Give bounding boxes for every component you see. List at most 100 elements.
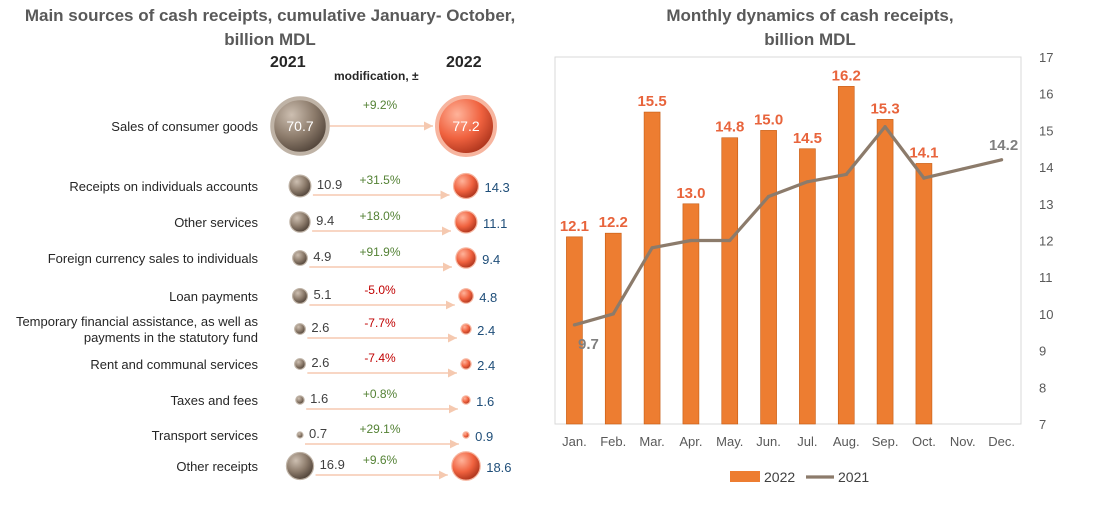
bar-2022 [682, 203, 700, 425]
x-tick-label: Nov. [950, 434, 976, 449]
bubble-2021 [291, 287, 309, 305]
line-point-2021 [922, 176, 926, 180]
bubble-2022 [451, 451, 481, 481]
bubble-2022 [455, 247, 477, 269]
value-2022: 2.4 [477, 358, 495, 373]
row-label: Rent and communal services [90, 357, 258, 372]
row-label: Taxes and fees [171, 393, 259, 408]
bubble-2021 [296, 431, 304, 439]
bar-data-label: 16.2 [832, 67, 861, 84]
x-tick-label: Apr. [679, 434, 702, 449]
bubble-2021 [288, 174, 312, 198]
y-tick-label: 12 [1039, 234, 1053, 249]
bar-data-label: 13.0 [676, 185, 705, 202]
right-chart-title: Monthly dynamics of cash receipts, billi… [560, 4, 1060, 52]
line-data-label: 9.7 [578, 336, 599, 353]
line-point-2021 [805, 180, 810, 184]
column-header-modification: modification, ± [334, 69, 419, 83]
bubble-2022 [454, 210, 478, 234]
right-title-line2: billion MDL [764, 30, 856, 49]
modification-value: +9.6% [363, 453, 398, 467]
bar-2022 [760, 130, 777, 425]
bar-data-label: 15.5 [637, 93, 666, 110]
column-header-2022: 2022 [446, 54, 482, 71]
modification-value: +31.5% [359, 173, 400, 187]
bar-data-label: 14.5 [793, 130, 822, 147]
line-point-2021 [611, 312, 615, 316]
value-2022: 77.2 [452, 118, 479, 134]
column-header-2021: 2021 [270, 54, 306, 71]
bar-2022 [799, 148, 816, 425]
row-label: payments in the statutory fund [84, 330, 258, 345]
bar-2022 [876, 119, 894, 425]
bar-data-label: 15.0 [754, 111, 783, 128]
line-point-2021 [999, 158, 1004, 162]
value-2022: 0.9 [475, 429, 493, 444]
legend-label-2022: 2022 [764, 469, 795, 485]
left-chart-title: Main sources of cash receipts, cumulativ… [0, 4, 540, 52]
bubble-2022 [460, 323, 472, 335]
value-2022: 1.6 [476, 394, 494, 409]
value-2021: 16.9 [320, 457, 345, 472]
value-2022: 9.4 [482, 252, 500, 267]
line-point-2021 [689, 238, 693, 243]
bar-2022 [566, 236, 583, 425]
bar-data-label: 12.1 [560, 218, 589, 235]
modification-value: +91.9% [359, 245, 400, 259]
line-point-2021 [650, 246, 654, 250]
bar-2022 [643, 111, 661, 425]
x-tick-label: May. [716, 434, 743, 449]
value-2022: 14.3 [484, 180, 509, 195]
value-2021: 2.6 [311, 320, 329, 335]
bubble-2022 [452, 172, 480, 200]
row-label: Other receipts [176, 459, 258, 474]
line-data-label: 14.2 [989, 137, 1018, 154]
x-tick-label: Feb. [600, 434, 626, 449]
y-tick-label: 7 [1039, 417, 1046, 432]
modification-value: +9.2% [363, 98, 398, 112]
x-tick-label: Sep. [872, 434, 899, 449]
bubble-2022 [461, 395, 471, 405]
value-2021: 0.7 [309, 426, 327, 441]
y-tick-label: 11 [1039, 270, 1053, 285]
bubble-2022 [458, 288, 474, 304]
value-2022: 11.1 [483, 216, 507, 231]
modification-value: +18.0% [359, 209, 400, 223]
value-2021: 2.6 [311, 355, 329, 370]
right-title-line1: Monthly dynamics of cash receipts, [666, 6, 954, 25]
bar-2022 [721, 137, 739, 425]
y-tick-label: 17 [1039, 50, 1053, 65]
modification-value: -5.0% [364, 283, 396, 297]
row-label: Sales of consumer goods [111, 119, 258, 134]
bubble-2021 [295, 395, 305, 405]
x-tick-label: Aug. [833, 434, 860, 449]
y-tick-label: 14 [1039, 160, 1053, 175]
bar-2022 [837, 86, 855, 425]
bar-2022 [915, 163, 933, 425]
x-tick-label: Jun. [756, 434, 781, 449]
legend-swatch-2022 [730, 471, 760, 482]
bubble-2021 [289, 211, 311, 233]
row-label: Transport services [152, 428, 259, 443]
modification-value: +0.8% [363, 387, 398, 401]
bubble-2021 [294, 358, 306, 370]
x-tick-label: Dec. [988, 434, 1015, 449]
line-point-2021 [572, 323, 577, 327]
y-tick-label: 16 [1039, 87, 1053, 102]
bar-data-label: 15.3 [870, 100, 899, 117]
x-tick-label: Jul. [797, 434, 817, 449]
bubble-2022 [462, 431, 470, 439]
row-label: Other services [174, 215, 258, 230]
modification-value: -7.4% [364, 351, 396, 365]
value-2021: 5.1 [313, 287, 331, 302]
row-label: Foreign currency sales to individuals [48, 251, 259, 266]
value-2021: 10.9 [317, 177, 342, 192]
bubble-comparison-chart: Sales of consumer goods 70.7 77.2 +9.2% Rece… [16, 95, 512, 481]
row-label: Receipts on individuals accounts [69, 179, 258, 194]
bubble-2022 [435, 95, 497, 157]
value-2022: 2.4 [477, 323, 495, 338]
x-tick-label: Oct. [912, 434, 936, 449]
left-title-line1: Main sources of cash receipts, cumulativ… [24, 6, 516, 25]
value-2022: 4.8 [479, 290, 497, 305]
value-2021: 1.6 [310, 391, 328, 406]
